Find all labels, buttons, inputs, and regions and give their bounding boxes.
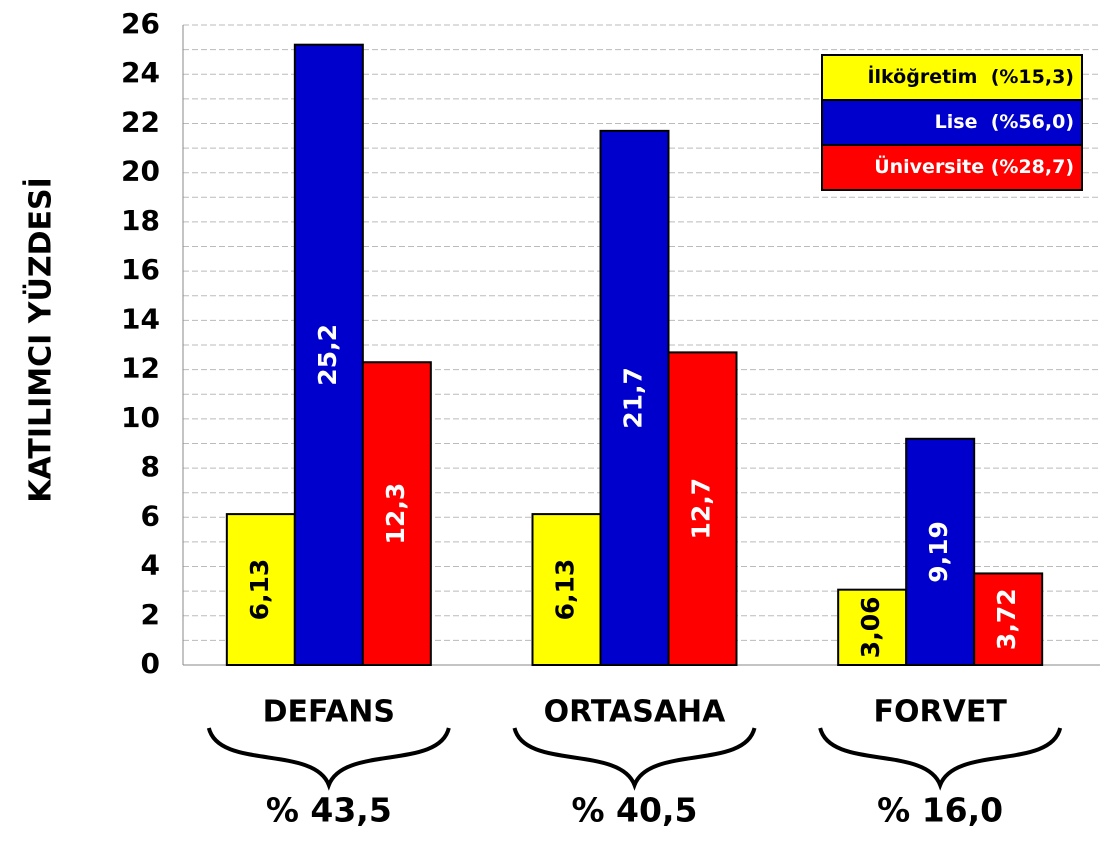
value-label: 3,72 xyxy=(992,588,1021,650)
legend-label: Üniversite (%28,7) xyxy=(874,154,1074,178)
y-tick-label: 4 xyxy=(141,549,160,582)
value-label: 25,2 xyxy=(313,324,342,386)
y-tick-label: 18 xyxy=(121,204,160,237)
y-tick-label: 0 xyxy=(141,647,160,680)
x-tick-label: ORTASAHA xyxy=(544,695,727,730)
y-tick-label: 8 xyxy=(141,450,160,483)
brace xyxy=(206,727,451,791)
legend-label: İlköğretim (%15,3) xyxy=(867,64,1074,88)
y-tick-label: 6 xyxy=(141,499,160,532)
brace xyxy=(512,727,757,791)
y-tick-label: 22 xyxy=(121,105,160,138)
legend-swatch xyxy=(821,144,1083,191)
brace xyxy=(818,727,1063,791)
category-annotation: % 16,0 xyxy=(877,791,1003,830)
value-label: 12,3 xyxy=(381,483,410,545)
y-tick-label: 12 xyxy=(121,352,160,385)
legend-swatch xyxy=(821,99,1083,146)
value-label: 6,13 xyxy=(551,559,580,621)
y-tick-label: 10 xyxy=(121,401,160,434)
value-label: 12,7 xyxy=(687,478,716,540)
bar xyxy=(667,351,738,666)
bar xyxy=(905,437,976,666)
bar xyxy=(361,361,432,666)
y-axis-label: KATILIMCI YÜZDESİ xyxy=(22,177,59,503)
y-tick-label: 26 xyxy=(121,7,160,40)
value-label: 21,7 xyxy=(619,367,648,429)
category-annotation: % 40,5 xyxy=(572,791,698,830)
category-annotation: % 43,5 xyxy=(266,791,392,830)
bar xyxy=(837,588,908,667)
legend-label: Lise (%56,0) xyxy=(935,111,1074,133)
y-tick-label: 14 xyxy=(121,302,160,335)
y-tick-label: 24 xyxy=(121,56,160,89)
y-tick-label: 16 xyxy=(121,253,160,286)
bar xyxy=(973,572,1044,667)
bar xyxy=(225,513,296,666)
bar xyxy=(531,513,602,666)
y-tick-label: 20 xyxy=(121,155,160,188)
value-label: 3,06 xyxy=(856,596,885,658)
value-label: 9,19 xyxy=(924,521,953,583)
x-tick-label: DEFANS xyxy=(263,695,395,730)
value-label: 6,13 xyxy=(245,559,274,621)
bar xyxy=(293,43,364,666)
x-tick-label: FORVET xyxy=(874,695,1008,730)
y-tick-label: 2 xyxy=(141,598,160,631)
